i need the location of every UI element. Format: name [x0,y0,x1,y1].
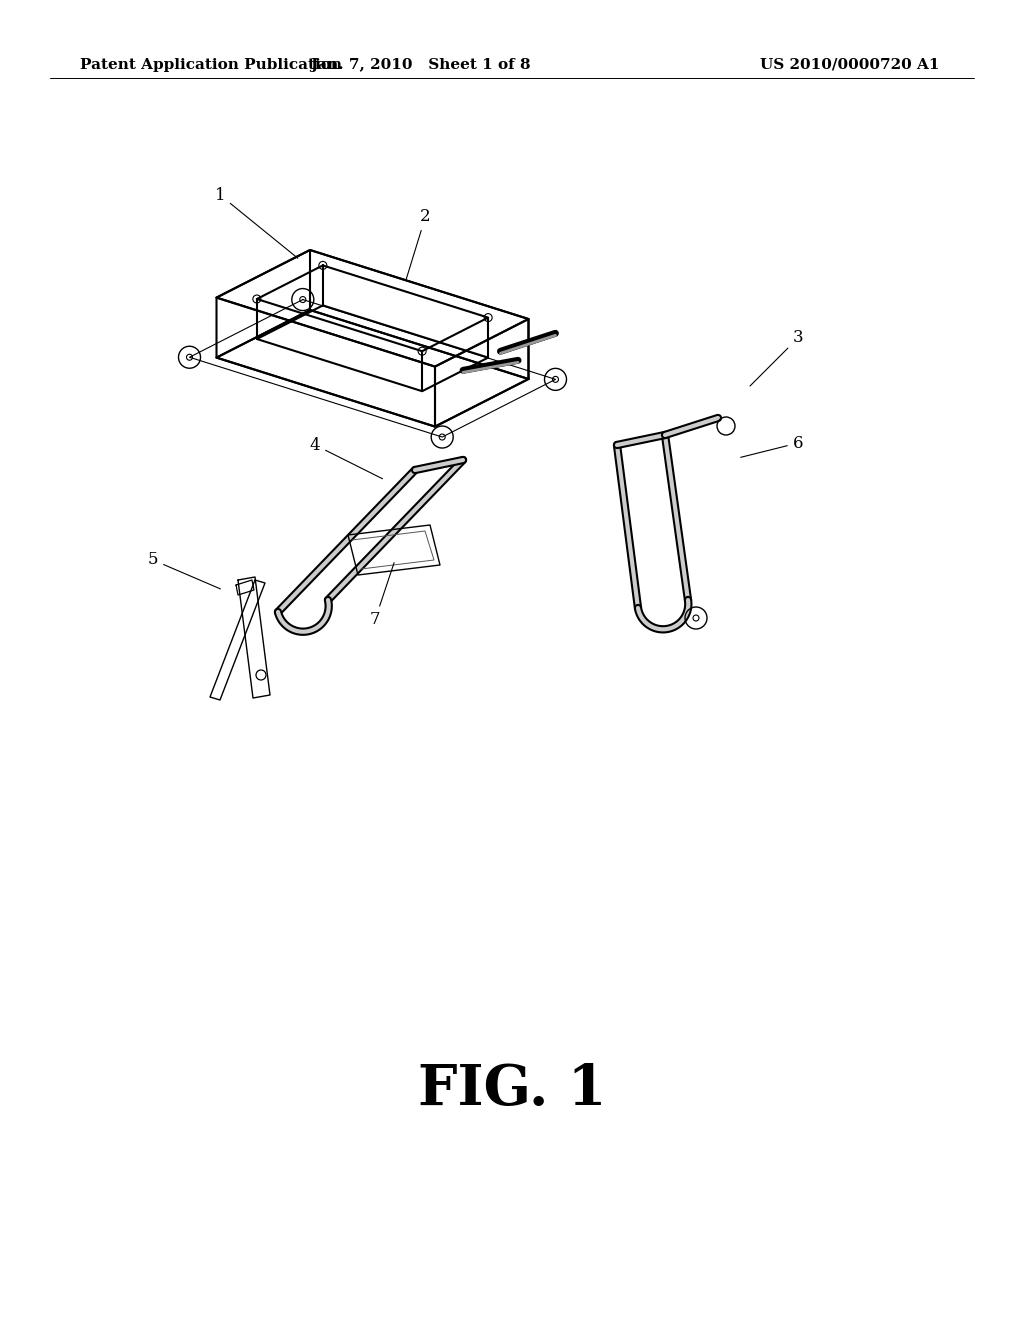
Text: 1: 1 [215,186,298,259]
Text: FIG. 1: FIG. 1 [418,1063,606,1118]
Text: 6: 6 [740,434,803,457]
Text: 7: 7 [370,562,394,628]
Text: 4: 4 [309,437,383,479]
Text: Jan. 7, 2010   Sheet 1 of 8: Jan. 7, 2010 Sheet 1 of 8 [309,58,530,73]
Text: US 2010/0000720 A1: US 2010/0000720 A1 [760,58,939,73]
Text: 3: 3 [750,330,803,385]
Text: 2: 2 [407,209,431,279]
Text: Patent Application Publication: Patent Application Publication [80,58,342,73]
Text: 5: 5 [147,552,220,589]
